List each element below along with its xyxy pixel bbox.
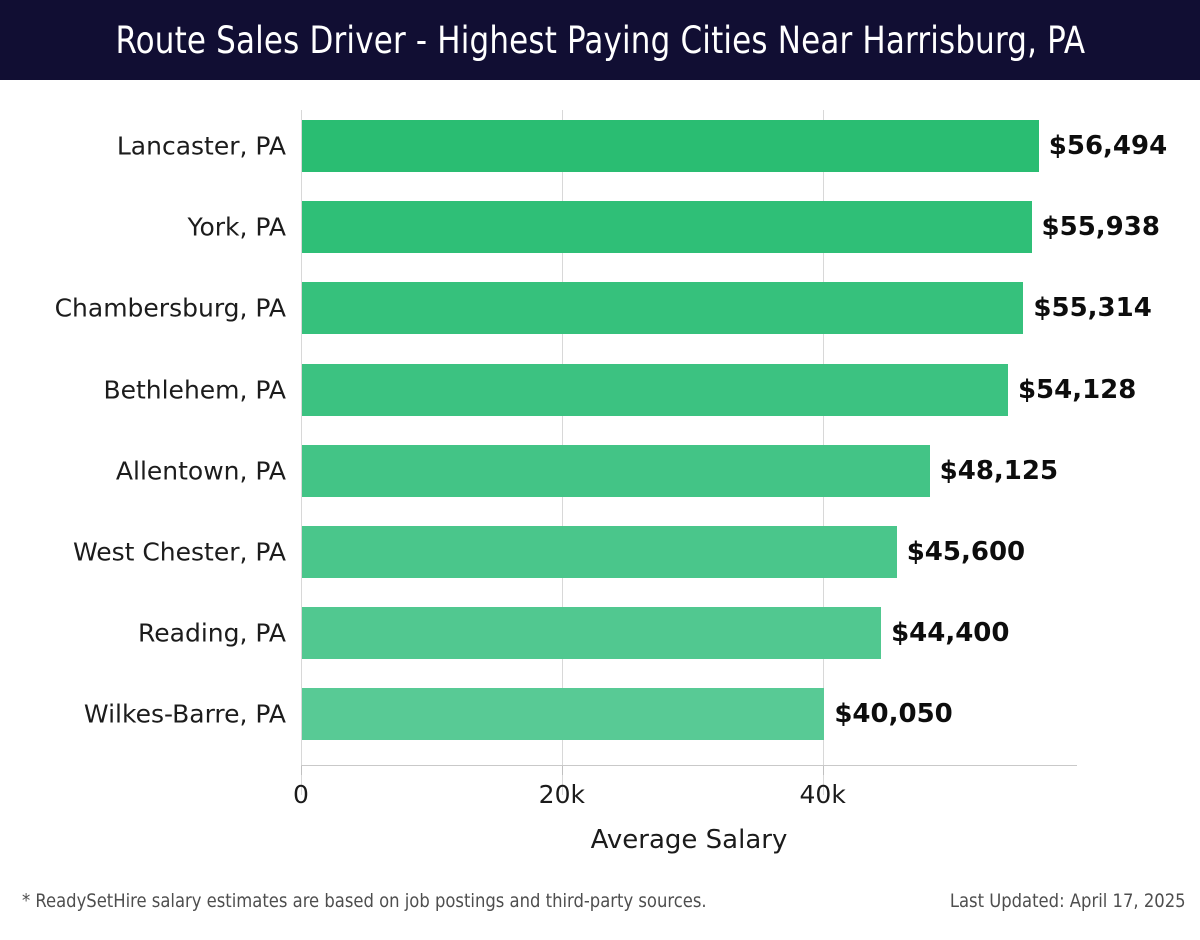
x-tick-label-0: 0	[293, 780, 309, 809]
category-label: Wilkes-Barre, PA	[83, 699, 286, 729]
bar[interactable]	[302, 526, 897, 578]
bar-value-label: $55,938	[1041, 212, 1160, 243]
bar[interactable]	[302, 607, 882, 660]
chart-row: Reading, PA $44,400	[0, 607, 1200, 660]
x-tick-label-20k: 20k	[538, 780, 585, 809]
x-tick-mark-20k	[561, 766, 563, 775]
category-label: West Chester, PA	[72, 537, 286, 567]
bar-value-label: $48,125	[939, 455, 1059, 486]
category-label: York, PA	[187, 212, 286, 242]
bar[interactable]	[302, 120, 1039, 172]
x-axis-title: Average Salary	[590, 825, 788, 855]
bar-value-label: $45,600	[906, 537, 1026, 567]
bar[interactable]	[302, 444, 930, 497]
chart-row: York, PA $55,938	[0, 201, 1200, 254]
x-tick-mark-40k	[822, 766, 824, 775]
bar[interactable]	[302, 282, 1024, 335]
x-axis-line	[301, 765, 1077, 766]
category-label: Lancaster, PA	[116, 131, 286, 161]
bar[interactable]	[302, 201, 1032, 254]
chart-header: Route Sales Driver - Highest Paying Citi…	[0, 0, 1200, 80]
bar[interactable]	[302, 363, 1008, 416]
chart-row: Wilkes-Barre, PA $40,050	[0, 688, 1200, 741]
chart-row: Allentown, PA $48,125	[0, 444, 1200, 497]
chart-row: Chambersburg, PA $55,314	[0, 282, 1200, 335]
bar-value-label: $56,494	[1048, 131, 1168, 161]
footer-disclaimer: * ReadySetHire salary estimates are base…	[22, 890, 707, 912]
x-tick-mark-0	[301, 766, 302, 775]
category-label: Allentown, PA	[115, 456, 286, 486]
bar[interactable]	[302, 688, 825, 741]
page-title: Route Sales Driver - Highest Paying Citi…	[115, 18, 1085, 62]
chart-plot-area: 0 20k 40k Lancaster, PA $56,494 York, PA $55,…	[0, 80, 1200, 860]
footer-last-updated: Last Updated: April 17, 2025	[950, 890, 1186, 912]
bar-value-label: $54,128	[1017, 374, 1137, 405]
category-label: Bethlehem, PA	[103, 375, 286, 405]
chart-row: West Chester, PA $45,600	[0, 526, 1200, 578]
category-label: Chambersburg, PA	[54, 293, 286, 323]
x-tick-label-40k: 40k	[799, 780, 846, 809]
chart-row: Lancaster, PA $56,494	[0, 120, 1200, 172]
category-label: Reading, PA	[138, 618, 286, 648]
bar-value-label: $40,050	[834, 699, 953, 730]
bar-value-label: $44,400	[891, 618, 1010, 649]
gridline-0	[301, 110, 302, 795]
chart-footer: * ReadySetHire salary estimates are base…	[0, 890, 1200, 940]
chart-row: Bethlehem, PA $54,128	[0, 363, 1200, 416]
bar-value-label: $55,314	[1033, 293, 1152, 324]
